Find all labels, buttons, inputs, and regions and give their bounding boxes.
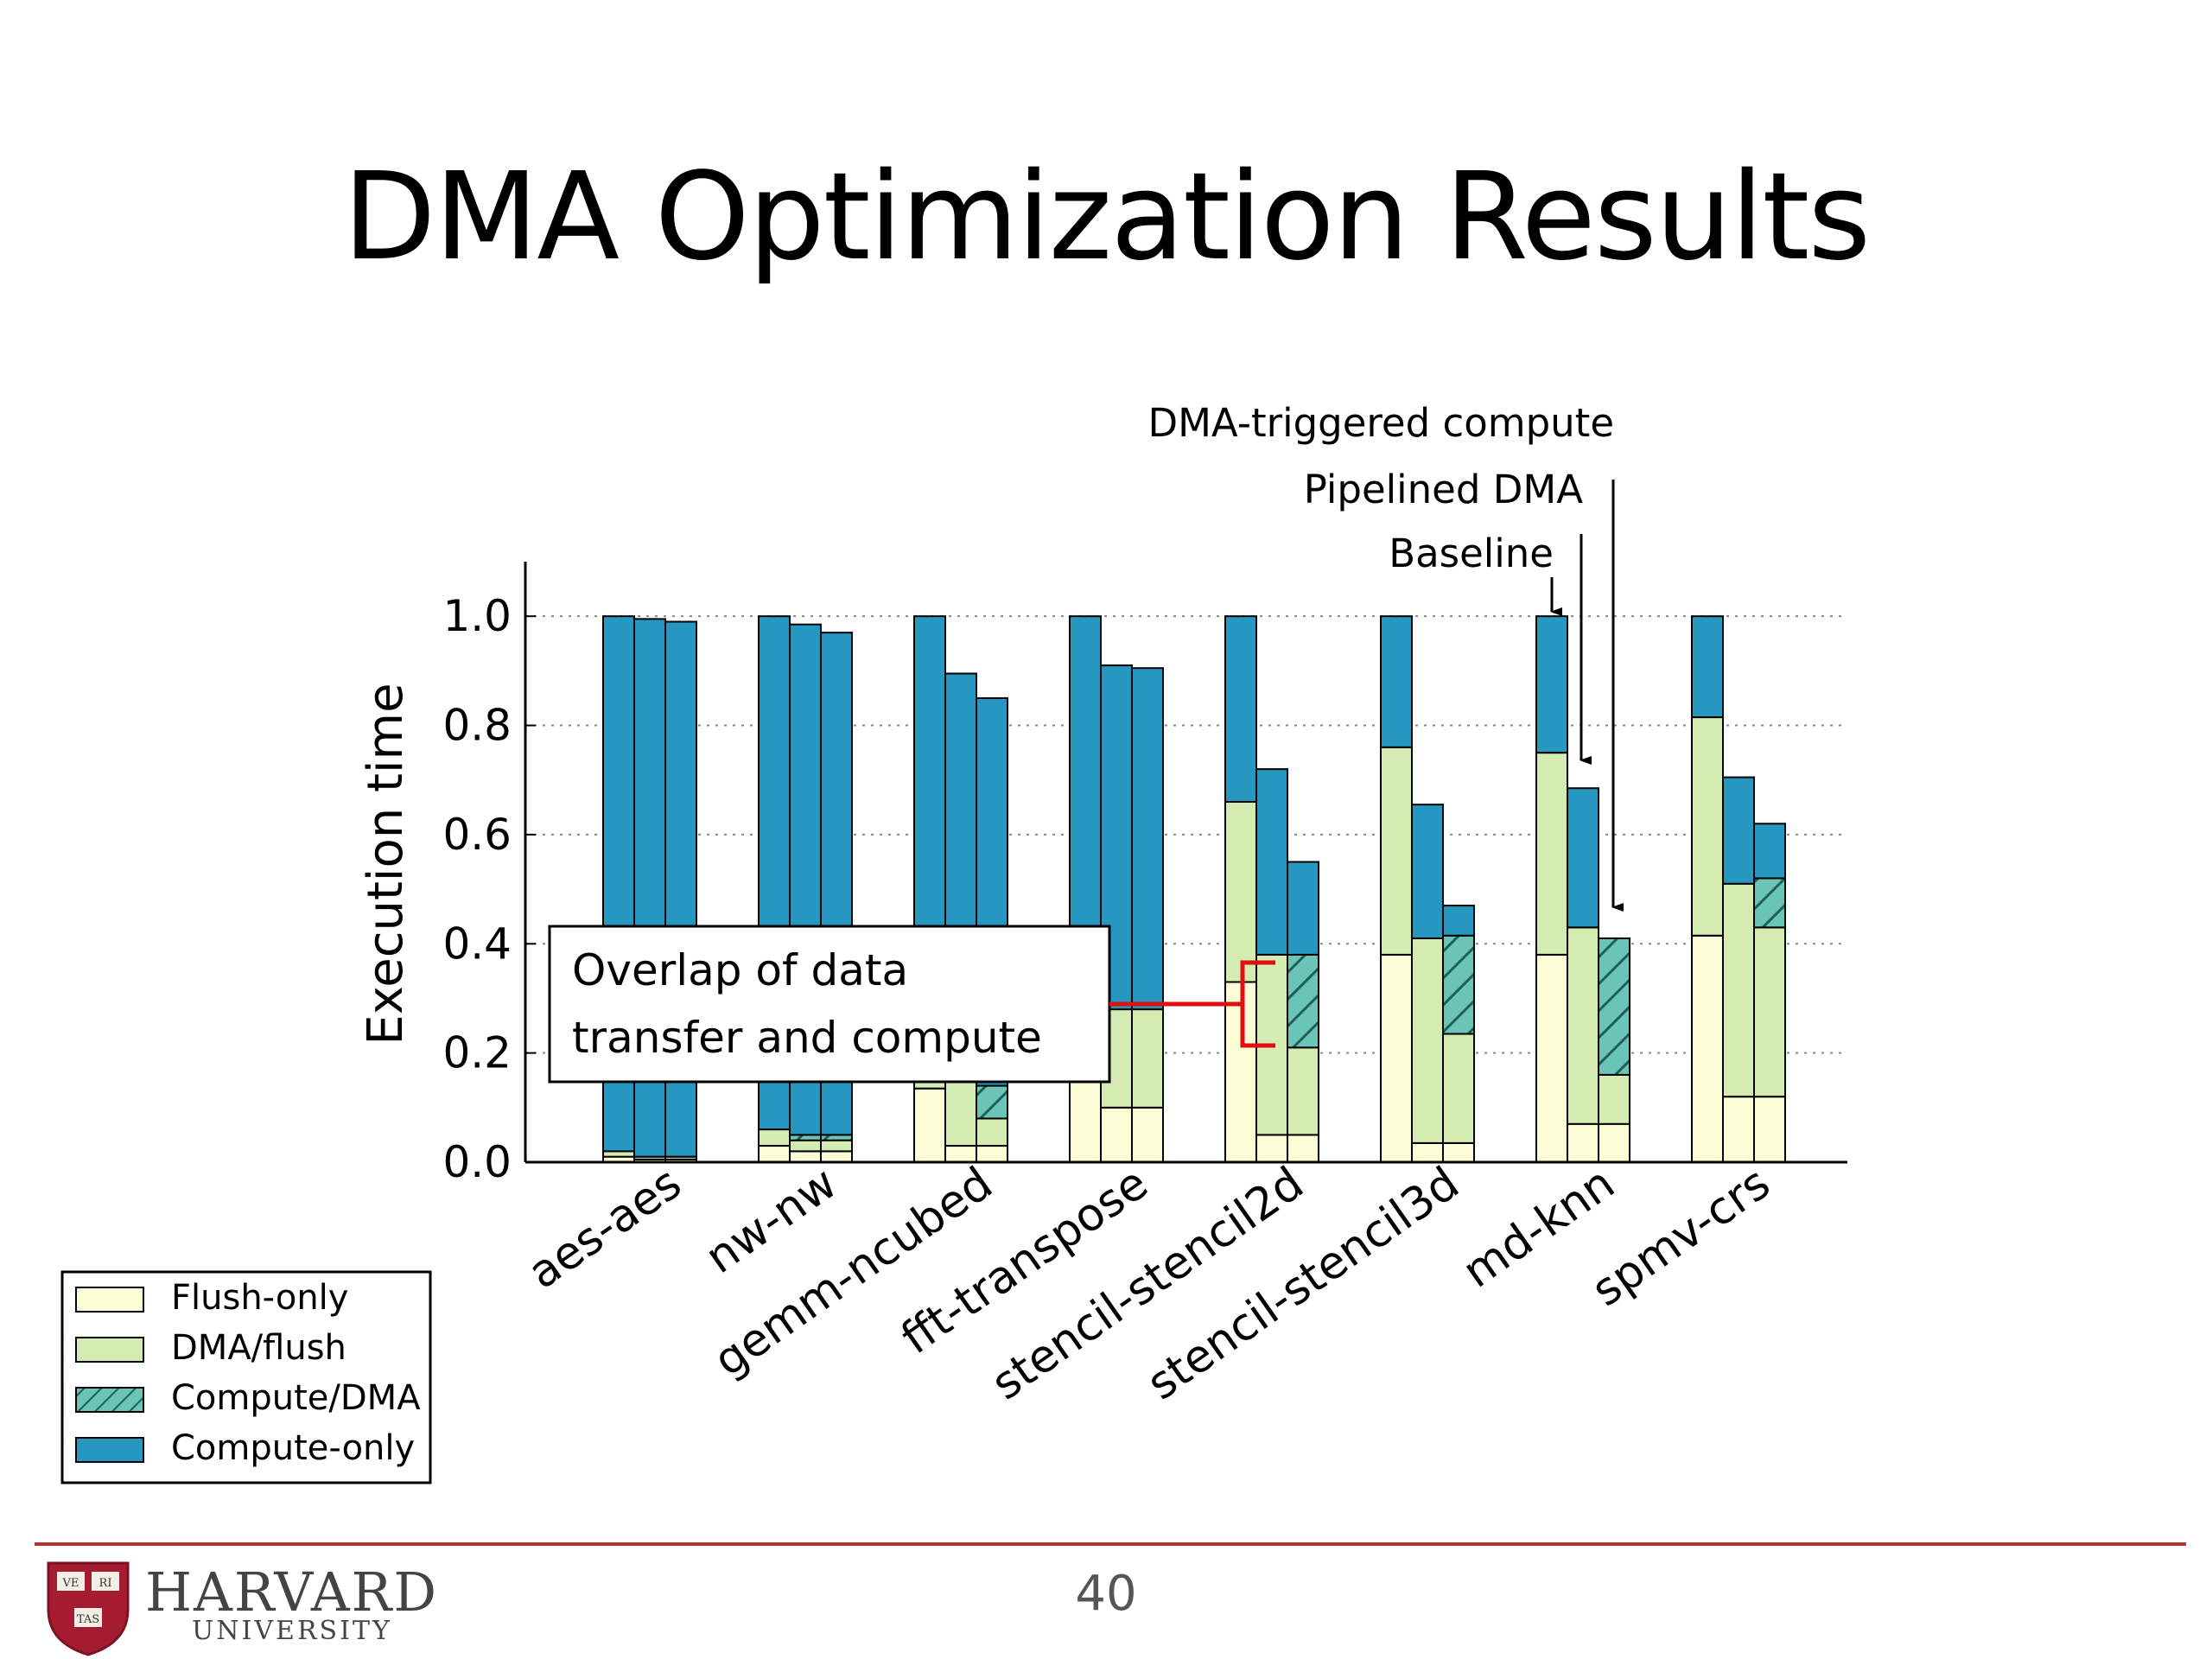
flush-only-segment: [1598, 1122, 1630, 1163]
category-label: aes-aes: [519, 1157, 691, 1299]
legend-swatch-compute-only: [75, 1437, 144, 1463]
compute-only-segment: [1255, 768, 1288, 956]
compute-only-segment: [1722, 776, 1755, 885]
legend-swatch-dma-flush: [75, 1337, 144, 1363]
flush-only-segment: [1535, 953, 1568, 1163]
logo-wordmark: HARVARD: [145, 1560, 439, 1624]
dma-flush-segment: [820, 1139, 853, 1153]
flush-only-segment: [913, 1087, 946, 1164]
legend-label: DMA/flush: [171, 1328, 346, 1368]
legend-swatch-flush-only: [75, 1287, 144, 1313]
compute-only-segment: [1442, 905, 1475, 937]
legend-label: Flush-only: [171, 1278, 348, 1318]
compute-only-segment: [1287, 861, 1319, 956]
callout-box: [548, 925, 1111, 1084]
dma-flush-segment: [1442, 1033, 1475, 1144]
flush-only-segment: [758, 1145, 791, 1163]
y-axis-label: Execution time: [358, 683, 414, 1045]
annotation-baseline: Baseline: [1389, 531, 1554, 576]
flush-only-segment: [1131, 1106, 1164, 1164]
y-tick-label: 0.0: [442, 1137, 512, 1187]
dma-flush-segment: [1380, 746, 1413, 956]
compute-dma-segment: [1287, 953, 1319, 1049]
page-number: 40: [1075, 1566, 1137, 1622]
compute-only-segment: [1224, 615, 1257, 803]
compute-dma-segment: [976, 1084, 1008, 1120]
legend-label: Compute/DMA: [171, 1378, 421, 1418]
shield-text-ve: VE: [62, 1577, 79, 1590]
compute-only-segment: [1380, 615, 1413, 748]
flush-only-segment: [1567, 1122, 1599, 1163]
flush-only-segment: [1753, 1096, 1786, 1163]
compute-dma-segment: [1753, 877, 1786, 929]
compute-dma-segment: [1442, 934, 1475, 1035]
harvard-shield-icon: VE RI TAS: [47, 1561, 130, 1656]
dma-flush-segment: [1535, 752, 1568, 956]
flush-only-segment: [820, 1150, 853, 1164]
y-tick-label: 0.4: [442, 918, 512, 969]
y-tick-label: 0.6: [442, 810, 512, 860]
dma-flush-segment: [1691, 716, 1724, 937]
compute-only-segment: [1411, 804, 1444, 939]
callout-text-line2: transfer and compute: [572, 1013, 1042, 1063]
compute-dma-segment: [1598, 937, 1630, 1076]
slide-title: DMA Optimization Results: [342, 147, 1871, 288]
compute-only-segment: [1535, 615, 1568, 754]
footer-divider: [35, 1542, 2186, 1546]
dma-flush-segment: [976, 1117, 1008, 1147]
y-tick-label: 0.2: [442, 1028, 512, 1078]
flush-only-segment: [976, 1145, 1008, 1163]
dma-flush-segment: [1411, 937, 1444, 1144]
compute-only-segment: [1753, 823, 1786, 880]
dma-flush-segment: [1753, 926, 1786, 1098]
compute-only-segment: [1131, 667, 1164, 1011]
annotation-pipelined: Pipelined DMA: [1304, 467, 1583, 512]
y-tick-label: 1.0: [442, 591, 512, 641]
compute-only-segment: [1691, 615, 1724, 719]
compute-only-segment: [1567, 787, 1599, 929]
dma-flush-segment: [1131, 1008, 1164, 1109]
shield-text-ri: RI: [99, 1577, 112, 1590]
dma-flush-segment: [1224, 801, 1257, 983]
flush-only-segment: [1442, 1141, 1475, 1163]
logo-subtext: UNIVERSITY: [192, 1616, 392, 1646]
flush-only-segment: [1722, 1096, 1755, 1163]
flush-only-segment: [1069, 1079, 1102, 1164]
flush-only-segment: [1380, 953, 1413, 1163]
category-label: spmv-crs: [1583, 1157, 1780, 1316]
dma-flush-segment: [1567, 926, 1599, 1125]
flush-only-segment: [1100, 1106, 1133, 1164]
flush-only-segment: [1287, 1134, 1319, 1163]
dma-flush-segment: [1287, 1046, 1319, 1136]
callout-text-line1: Overlap of data: [572, 945, 908, 995]
annotation-dma-triggered: DMA-triggered compute: [1147, 400, 1614, 446]
dma-flush-segment: [758, 1128, 791, 1147]
legend-label: Compute-only: [171, 1428, 415, 1468]
dma-flush-segment: [789, 1139, 822, 1153]
category-label: gemm-ncubed: [705, 1157, 1002, 1387]
dma-flush-segment: [1722, 882, 1755, 1098]
flush-only-segment: [1691, 934, 1724, 1163]
legend-swatch-compute-dma: [75, 1387, 144, 1413]
shield-text-tas: TAS: [77, 1613, 99, 1626]
callout-bracket: [1240, 960, 1275, 1048]
dma-flush-segment: [1598, 1073, 1630, 1125]
y-tick-label: 0.8: [442, 701, 512, 751]
dma-flush-segment: [944, 1079, 977, 1147]
